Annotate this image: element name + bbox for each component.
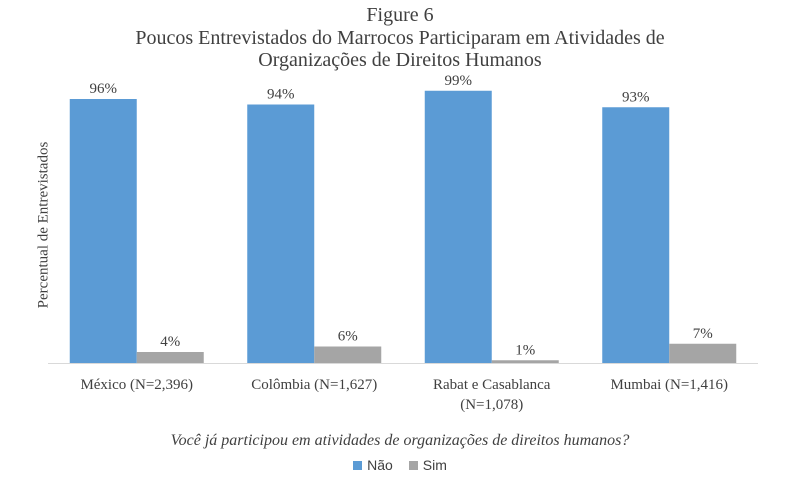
- legend-item-sim: Sim: [408, 457, 447, 473]
- legend-swatch-sim: [408, 460, 418, 470]
- category-label-0: México (N=2,396): [80, 377, 193, 393]
- data-label-sim-3: 7%: [693, 326, 713, 342]
- category-label-2: Rabat e Casablanca: [433, 377, 551, 393]
- bar-sim-3: [669, 343, 737, 363]
- data-label-nao-0: 96%: [90, 81, 118, 97]
- bar-nao-0: [69, 99, 137, 363]
- legend-swatch-nao: [353, 460, 363, 470]
- category-label-1: Colômbia (N=1,627): [251, 377, 377, 393]
- legend-label-nao: Não: [367, 457, 393, 473]
- chart-subtitle-line-1: Poucos Entrevistados do Marrocos Partici…: [135, 27, 665, 49]
- bar-sim-0: [136, 352, 204, 363]
- data-label-nao-1: 94%: [267, 87, 295, 103]
- bar-nao-2: [424, 90, 492, 363]
- legend-item-nao: Não: [353, 457, 393, 473]
- legend-label-sim: Sim: [422, 457, 447, 473]
- bar-nao-1: [247, 104, 315, 363]
- x-axis-label: Você já participou em atividades de orga…: [170, 432, 630, 449]
- bar-sim-1: [314, 346, 382, 363]
- chart-subtitle-line-2: Organizações de Direitos Humanos: [258, 49, 542, 71]
- category-label-2-line-1: (N=1,078): [460, 397, 523, 413]
- data-label-sim-0: 4%: [160, 334, 180, 350]
- category-label-3: Mumbai (N=1,416): [610, 377, 728, 393]
- data-label-nao-3: 93%: [622, 89, 650, 105]
- data-label-sim-2: 1%: [515, 342, 535, 358]
- bar-chart: 96% 94% 99% 93% 4% 6% 1% 7% México (N=2,396) Colô…: [48, 73, 758, 413]
- data-label-sim-1: 6%: [338, 329, 358, 345]
- data-label-nao-2: 99%: [445, 73, 473, 89]
- bar-sim-2: [491, 360, 559, 363]
- bar-nao-3: [602, 107, 670, 363]
- legend: Não Sim: [0, 457, 800, 473]
- chart-title: Figure 6: [366, 4, 434, 26]
